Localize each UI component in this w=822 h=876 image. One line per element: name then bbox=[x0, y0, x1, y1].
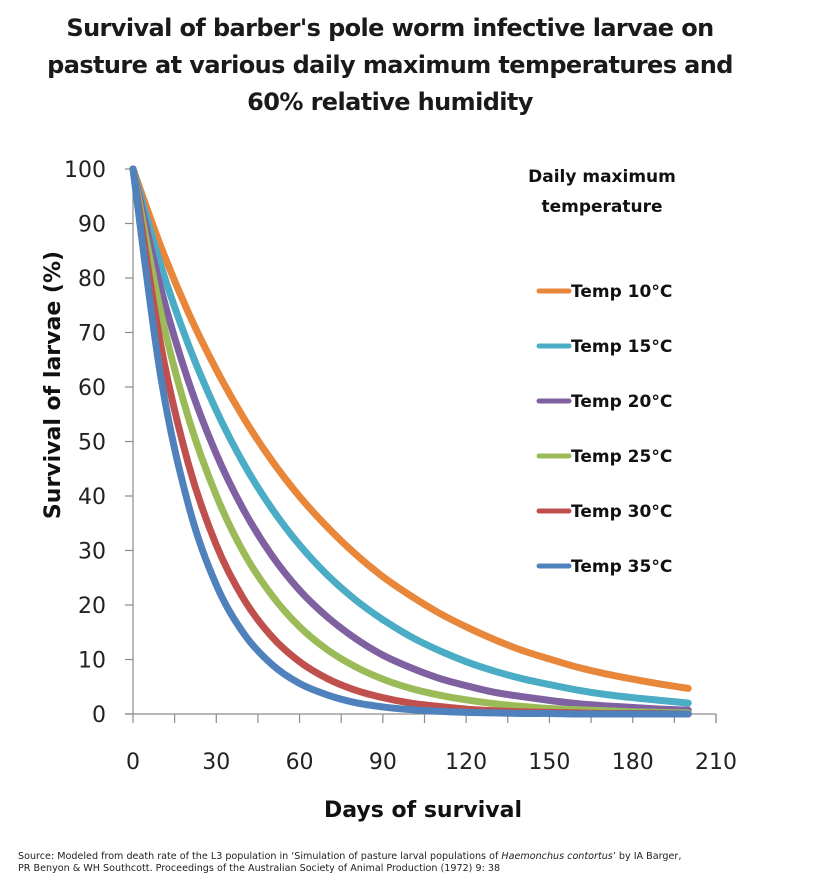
x-axis-title: Days of survival bbox=[324, 798, 522, 823]
y-tick-label: 10 bbox=[78, 649, 106, 674]
y-tick-label: 100 bbox=[64, 158, 106, 183]
source-prefix: Source: Modeled from death rate of the L… bbox=[18, 851, 502, 862]
y-tick-label: 50 bbox=[78, 431, 106, 456]
source-species: Haemonchus contortus bbox=[501, 851, 613, 862]
series-line-20c bbox=[129, 165, 692, 714]
x-tick-label: 150 bbox=[528, 750, 570, 775]
source-note: Source: Modeled from death rate of the L… bbox=[18, 851, 808, 875]
legend-label: Temp 10°C bbox=[571, 282, 672, 302]
y-tick-label: 90 bbox=[78, 213, 106, 238]
axes: 0 10 20 30 40 50 60 70 80 90 100 0 30 60 90 120 150 180 21… bbox=[64, 158, 737, 775]
x-tick-label: 120 bbox=[445, 750, 487, 775]
series-line-10c bbox=[129, 165, 692, 692]
legend-label: Temp 15°C bbox=[571, 337, 672, 357]
y-tick-label: 80 bbox=[78, 267, 106, 292]
chart-title-line-3: 60% relative humidity bbox=[247, 88, 533, 116]
y-tick-label: 40 bbox=[78, 485, 106, 510]
y-tick-label: 30 bbox=[78, 540, 106, 565]
y-tick-label: 20 bbox=[78, 594, 106, 619]
chart-title: Survival of barber's pole worm infective… bbox=[0, 10, 780, 121]
legend-label: Temp 25°C bbox=[571, 447, 672, 467]
y-tick-label: 60 bbox=[78, 376, 106, 401]
x-tick-label: 60 bbox=[286, 750, 314, 775]
x-tick-label: 180 bbox=[612, 750, 654, 775]
source-suffix: ’ by IA Barger, bbox=[612, 851, 682, 862]
legend-label: Temp 30°C bbox=[571, 502, 672, 522]
series-line-35c bbox=[129, 165, 692, 718]
legend: Daily maximum temperature Temp 10°C Temp … bbox=[528, 167, 676, 577]
y-tick-label: 70 bbox=[78, 322, 106, 347]
legend-title-line-2: temperature bbox=[541, 197, 662, 217]
y-tick-label: 0 bbox=[92, 703, 106, 728]
chart-title-line-1: Survival of barber's pole worm infective… bbox=[66, 14, 714, 42]
legend-label: Temp 20°C bbox=[571, 392, 672, 412]
series-line-30c bbox=[129, 165, 692, 718]
chart-title-line-2: pasture at various daily maximum tempera… bbox=[47, 51, 733, 79]
source-line-2: PR Benyon & WH Southcott. Proceedings of… bbox=[18, 863, 501, 874]
series-line-15c bbox=[129, 165, 692, 707]
y-axis-title: Survival of larvae (%) bbox=[41, 251, 66, 519]
legend-title-line-1: Daily maximum bbox=[528, 167, 676, 187]
x-tick-label: 210 bbox=[695, 750, 737, 775]
series-layer bbox=[129, 165, 692, 718]
x-tick-label: 0 bbox=[126, 750, 140, 775]
legend-label: Temp 35°C bbox=[571, 557, 672, 577]
x-tick-label: 30 bbox=[202, 750, 230, 775]
series-line-25c bbox=[129, 165, 692, 717]
x-tick-label: 90 bbox=[369, 750, 397, 775]
